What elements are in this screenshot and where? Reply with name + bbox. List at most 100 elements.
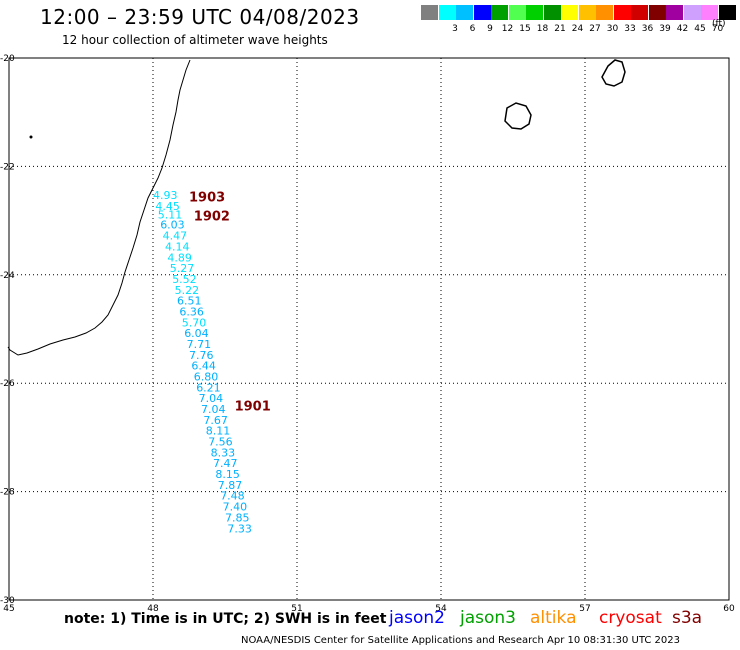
wave-height-value: 7.76 [189, 349, 214, 362]
map-subtitle: 12 hour collection of altimeter wave hei… [62, 33, 328, 47]
satellite-legend-item: s3a [672, 608, 703, 628]
wave-height-value: 8.15 [215, 468, 240, 481]
scale-label: 12 [501, 24, 514, 34]
wave-height-value: 7.40 [223, 501, 248, 514]
wave-height-value: 7.71 [187, 338, 212, 351]
wave-height-value: 7.47 [213, 457, 238, 470]
wave-height-value: 7.04 [199, 392, 224, 405]
pass-label: 1901 [235, 399, 271, 414]
longitude-tick-label: 57 [579, 604, 590, 614]
longitude-tick-label: 60 [723, 604, 735, 614]
scale-swatch [718, 5, 736, 20]
wave-height-value: 7.67 [203, 414, 228, 427]
credit-line: NOAA/NESDIS Center for Satellite Applica… [241, 635, 680, 646]
wave-height-value: 7.48 [220, 490, 245, 503]
scale-label: 36 [641, 24, 654, 34]
scale-label: 9 [487, 24, 493, 34]
scale-swatch [631, 5, 648, 20]
wave-height-observations: 4.934.455.116.034.474.144.895.275.525.22… [153, 189, 252, 535]
longitude-tick-label: 54 [435, 604, 447, 614]
wave-height-value: 6.44 [191, 360, 216, 373]
map-title: 12:00 – 23:59 UTC 04/08/2023 [40, 5, 360, 29]
scale-label: 24 [571, 24, 584, 34]
madagascar-coastline [7, 59, 191, 356]
wave-height-value: 4.89 [167, 251, 192, 264]
scale-label: 15 [519, 24, 531, 34]
scale-swatch [508, 5, 526, 20]
pass-label: 1903 [189, 191, 225, 206]
scale-swatch [596, 5, 613, 20]
islet [29, 135, 33, 139]
latitude-tick-label: -30 [0, 596, 15, 606]
wave-height-value: 5.27 [170, 262, 195, 275]
color-scale-unit: (ft) [712, 19, 726, 29]
wave-height-value: 6.36 [179, 305, 204, 318]
scale-swatch [421, 5, 438, 20]
pass-labels: 1903 1902 1901 [189, 191, 271, 415]
axis-ticks: 45 48 51 54 57 60 -20 -22 -24 -26 -28 -30 [0, 54, 735, 614]
scale-swatch [613, 5, 631, 20]
wave-height-value: 6.51 [177, 295, 202, 308]
pass-label: 1902 [194, 210, 230, 225]
scale-label: 70 [711, 24, 724, 34]
coastline [7, 59, 626, 356]
scale-label: 45 [694, 24, 706, 34]
wave-height-value: 7.87 [218, 479, 243, 492]
latitude-tick-label: -28 [0, 488, 15, 498]
wave-height-value: 8.33 [211, 446, 236, 459]
wave-height-value: 7.85 [225, 511, 250, 524]
wave-height-value: 7.56 [208, 436, 233, 449]
map-frame [8, 57, 730, 601]
longitude-tick-label: 51 [291, 604, 302, 614]
scale-swatch [683, 5, 701, 20]
latitude-tick-label: -20 [0, 54, 15, 64]
reunion-island [504, 102, 532, 130]
scale-swatch [701, 5, 718, 20]
scale-swatch [456, 5, 473, 20]
scale-label: 18 [536, 24, 549, 34]
footnote: note: 1) Time is in UTC; 2) SWH is in fe… [64, 611, 387, 627]
scale-swatch [543, 5, 561, 20]
scale-label: 42 [676, 24, 689, 34]
wave-height-value: 6.04 [184, 327, 209, 340]
satellite-legend-item: jason3 [460, 608, 516, 628]
satellite-legend-item: altika [530, 608, 577, 628]
scale-swatch [561, 5, 578, 20]
scale-label: 21 [554, 24, 566, 34]
wave-height-value: 5.70 [182, 316, 207, 329]
scale-label: 33 [624, 24, 636, 34]
scale-swatch [491, 5, 508, 20]
longitude-tick-label: 48 [147, 604, 159, 614]
latitude-tick-label: -24 [0, 271, 15, 281]
satellite-legend-item: jason2 [389, 608, 445, 628]
scale-swatch [526, 5, 543, 20]
latitude-tick-label: -26 [0, 379, 15, 389]
wave-height-value: 4.14 [165, 240, 190, 253]
wave-height-value: 4.45 [155, 200, 180, 213]
scale-label: 30 [606, 24, 619, 34]
satellite-legend-item: cryosat [599, 608, 662, 628]
wave-height-value: 6.80 [194, 370, 219, 383]
wave-height-value: 4.93 [153, 189, 178, 202]
latitude-tick-label: -22 [0, 162, 15, 172]
scale-label: 3 [452, 24, 458, 34]
wave-height-value: 5.22 [175, 284, 200, 297]
scale-label: 6 [469, 24, 476, 34]
color-scale-legend: 3 6 9 12 15 18 21 24 27 30 33 36 39 42 45 70 [421, 5, 740, 45]
scale-swatch [578, 5, 596, 20]
map-gridlines [9, 58, 729, 600]
wave-height-value: 7.33 [227, 522, 252, 535]
scale-swatch [438, 5, 456, 20]
mauritius-island [601, 59, 626, 87]
scale-label: 39 [659, 24, 671, 34]
wave-height-value: 8.11 [206, 425, 231, 438]
wave-height-value: 7.04 [201, 403, 226, 416]
wave-height-value: 5.11 [158, 208, 183, 221]
scale-label: 27 [589, 24, 601, 34]
scale-swatch [648, 5, 666, 20]
longitude-tick-label: 45 [3, 604, 14, 614]
wave-height-value: 6.21 [196, 381, 221, 394]
wave-height-value: 6.03 [160, 219, 185, 232]
scale-swatch [473, 5, 491, 20]
